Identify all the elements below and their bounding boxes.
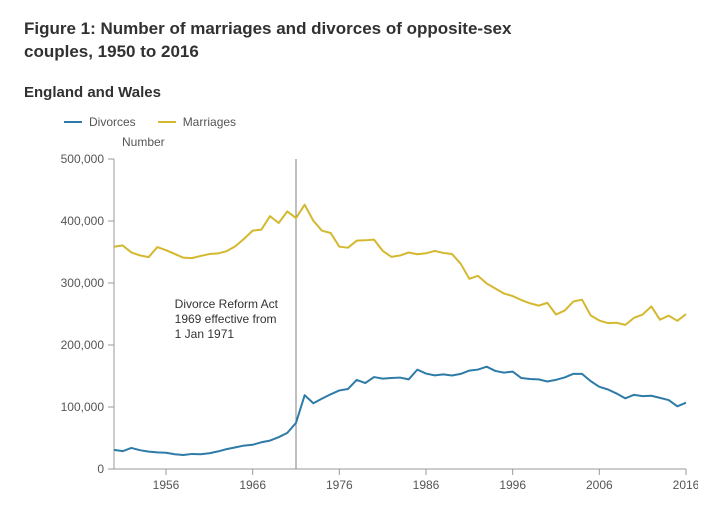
svg-text:2016: 2016 [673, 478, 698, 492]
svg-text:300,000: 300,000 [61, 276, 105, 290]
series-divorces [114, 367, 686, 455]
figure-subtitle: England and Wales [24, 84, 698, 101]
y-axis-title: Number [24, 135, 698, 149]
legend-item-marriages: Marriages [158, 115, 236, 129]
annotation-line: 1969 effective from [175, 312, 277, 326]
svg-text:1966: 1966 [239, 478, 266, 492]
line-chart: 0 100,000 200,000 300,000 400,000 500,000 1956… [24, 151, 698, 501]
svg-text:1976: 1976 [326, 478, 353, 492]
chart-svg: 0 100,000 200,000 300,000 400,000 500,000 1956… [24, 151, 698, 501]
svg-text:0: 0 [97, 462, 104, 476]
legend-swatch-divorces [64, 121, 82, 123]
svg-text:500,000: 500,000 [61, 152, 105, 166]
annotation-line: 1 Jan 1971 [175, 327, 235, 341]
chart-legend: Divorces Marriages [24, 115, 698, 129]
legend-item-divorces: Divorces [64, 115, 136, 129]
legend-label-divorces: Divorces [89, 115, 136, 129]
svg-text:100,000: 100,000 [61, 400, 105, 414]
figure-title: Figure 1: Number of marriages and divorc… [24, 18, 584, 64]
svg-text:2006: 2006 [586, 478, 613, 492]
svg-text:1956: 1956 [153, 478, 180, 492]
svg-text:1986: 1986 [413, 478, 440, 492]
svg-text:200,000: 200,000 [61, 338, 105, 352]
legend-swatch-marriages [158, 121, 176, 123]
svg-text:1996: 1996 [499, 478, 526, 492]
svg-text:400,000: 400,000 [61, 214, 105, 228]
annotation-line: Divorce Reform Act [175, 297, 279, 311]
legend-label-marriages: Marriages [183, 115, 236, 129]
